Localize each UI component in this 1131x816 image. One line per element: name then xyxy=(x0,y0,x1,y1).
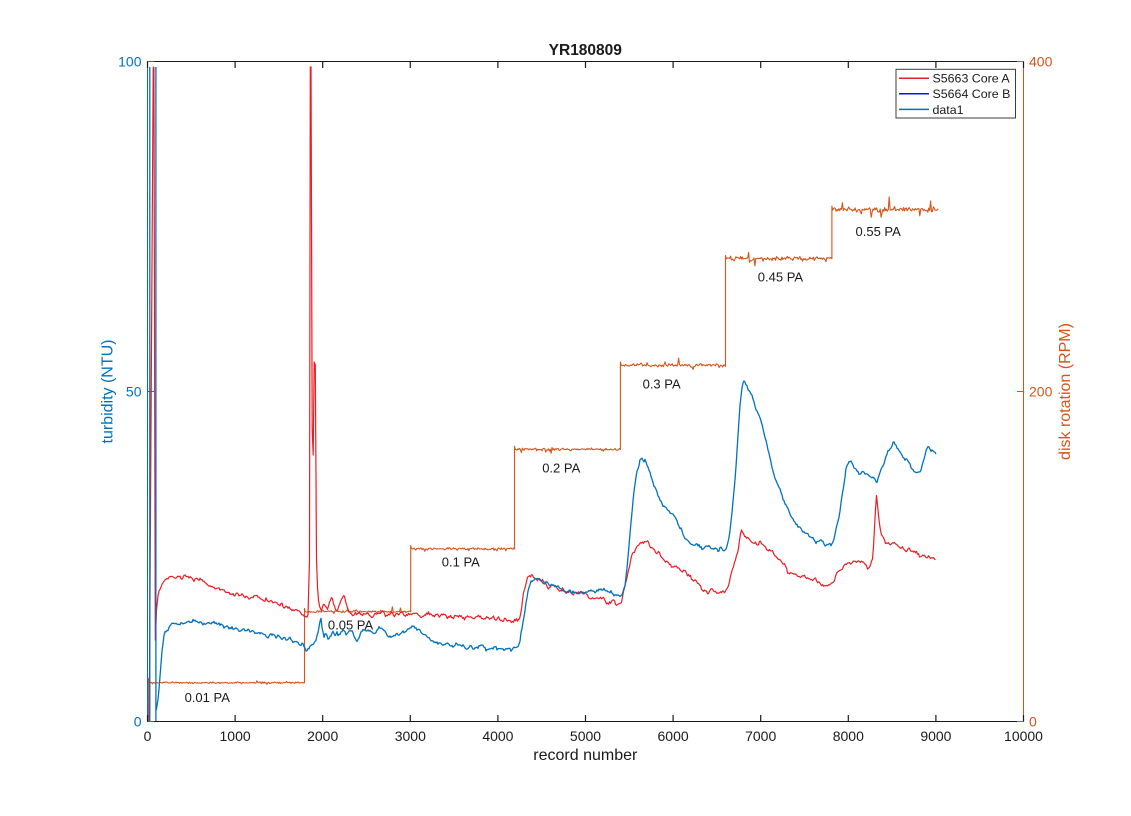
svg-text:6000: 6000 xyxy=(658,728,689,744)
svg-text:0.05 PA: 0.05 PA xyxy=(328,618,374,633)
svg-text:data1: data1 xyxy=(933,103,964,117)
svg-text:0.45 PA: 0.45 PA xyxy=(758,270,804,285)
svg-text:S5664 Core B: S5664 Core B xyxy=(933,87,1011,101)
svg-text:S5663 Core A: S5663 Core A xyxy=(933,72,1011,86)
svg-text:0: 0 xyxy=(1029,714,1037,730)
svg-text:7000: 7000 xyxy=(745,728,776,744)
svg-text:turbidity (NTU): turbidity (NTU) xyxy=(100,339,117,443)
svg-text:9000: 9000 xyxy=(920,728,951,744)
svg-text:400: 400 xyxy=(1029,54,1053,70)
svg-text:50: 50 xyxy=(126,384,142,400)
svg-text:100: 100 xyxy=(118,54,142,70)
svg-text:0.55 PA: 0.55 PA xyxy=(856,224,902,239)
svg-text:10000: 10000 xyxy=(1004,728,1043,744)
svg-text:0: 0 xyxy=(134,714,142,730)
svg-text:1000: 1000 xyxy=(220,728,251,744)
svg-text:disk rotation (RPM): disk rotation (RPM) xyxy=(1057,323,1074,460)
svg-text:record number: record number xyxy=(533,747,638,764)
svg-text:0.2 PA: 0.2 PA xyxy=(542,461,580,476)
svg-text:0.1 PA: 0.1 PA xyxy=(442,554,480,569)
svg-text:YR180809: YR180809 xyxy=(549,42,623,59)
svg-text:0.01 PA: 0.01 PA xyxy=(185,690,231,705)
svg-text:0: 0 xyxy=(144,728,152,744)
svg-text:200: 200 xyxy=(1029,384,1053,400)
svg-text:4000: 4000 xyxy=(482,728,513,744)
svg-text:2000: 2000 xyxy=(307,728,338,744)
svg-text:0.3 PA: 0.3 PA xyxy=(643,376,681,391)
svg-text:5000: 5000 xyxy=(570,728,601,744)
svg-text:8000: 8000 xyxy=(833,728,864,744)
svg-text:3000: 3000 xyxy=(395,728,426,744)
